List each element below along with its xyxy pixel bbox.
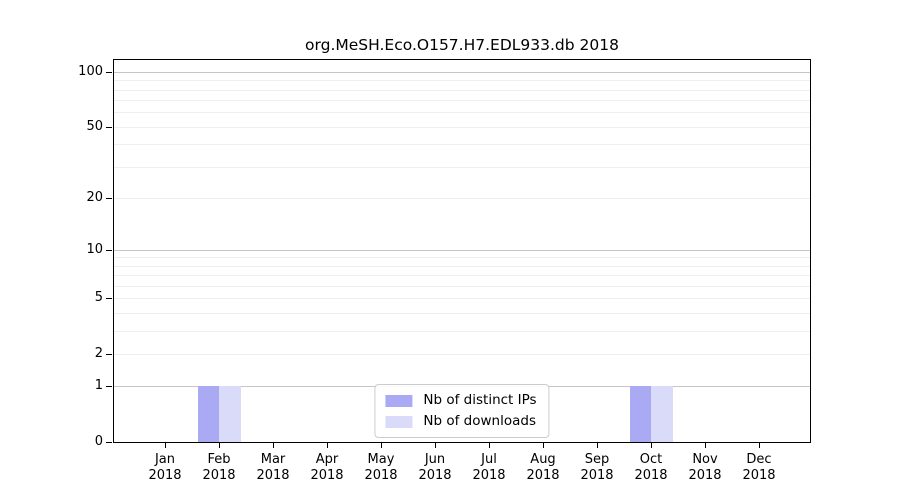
x-tick-dec xyxy=(759,443,760,448)
x-tick-year-nov: 2018 xyxy=(688,468,722,483)
gridline-minor-70 xyxy=(114,100,810,102)
y-tick-100 xyxy=(106,71,112,73)
x-tick-label-dec: Dec 2018 xyxy=(719,452,799,484)
legend-label-nb-of-downloads: Nb of downloads xyxy=(423,413,536,429)
y-tick-20 xyxy=(106,197,112,199)
legend-row-nb-of-distinct-ips: Nb of distinct IPs xyxy=(385,392,537,409)
legend-label-nb-of-distinct-ips: Nb of distinct IPs xyxy=(423,392,537,408)
x-tick-apr xyxy=(327,443,328,448)
x-tick-oct xyxy=(651,443,652,448)
x-tick-year-jun: 2018 xyxy=(418,468,452,483)
bar-nb-of-distinct-ips-feb xyxy=(197,386,219,442)
gridline-minor-5 xyxy=(114,298,810,300)
x-tick-label-feb: Feb 2018 xyxy=(179,452,259,484)
gridline-minor-9 xyxy=(114,257,810,259)
x-tick-month-nov: Nov xyxy=(692,452,718,467)
legend-row-nb-of-downloads: Nb of downloads xyxy=(385,413,536,430)
x-tick-aug xyxy=(543,443,544,448)
x-tick-year-dec: 2018 xyxy=(742,468,776,483)
gridline-minor-8 xyxy=(114,265,810,267)
x-tick-jun xyxy=(435,443,436,448)
x-tick-month-jun: Jun xyxy=(424,452,446,467)
x-tick-mar xyxy=(273,443,274,448)
x-tick-year-may: 2018 xyxy=(364,468,398,483)
x-tick-month-jan: Jan xyxy=(154,452,176,467)
gridline-minor-40 xyxy=(114,144,810,146)
y-tick-5 xyxy=(106,298,112,300)
x-tick-sep xyxy=(597,443,598,448)
y-tick-label-100: 100 xyxy=(78,63,103,79)
x-tick-month-oct: Oct xyxy=(639,452,663,467)
x-tick-month-apr: Apr xyxy=(315,452,339,467)
gridline-minor-2 xyxy=(114,353,810,355)
plot-area: Nb of distinct IPs Nb of downloads xyxy=(113,59,811,443)
gridline-minor-90 xyxy=(114,80,810,82)
x-tick-label-nov: Nov 2018 xyxy=(665,452,745,484)
y-tick-label-5: 5 xyxy=(94,290,103,306)
x-tick-label-jun: Jun 2018 xyxy=(395,452,475,484)
legend: Nb of distinct IPs Nb of downloads xyxy=(374,384,550,438)
x-tick-month-may: May xyxy=(367,452,395,467)
legend-swatch-nb-of-downloads xyxy=(385,415,413,428)
gridline-minor-4 xyxy=(114,312,810,314)
x-tick-year-jul: 2018 xyxy=(472,468,506,483)
x-tick-label-mar: Mar 2018 xyxy=(233,452,313,484)
y-tick-2 xyxy=(106,353,112,355)
x-tick-year-feb: 2018 xyxy=(202,468,236,483)
x-tick-label-jul: Jul 2018 xyxy=(449,452,529,484)
x-tick-year-jan: 2018 xyxy=(148,468,182,483)
x-tick-label-aug: Aug 2018 xyxy=(503,452,583,484)
gridline-major-100 xyxy=(114,71,810,73)
x-tick-month-jul: Jul xyxy=(481,452,497,467)
bar-nb-of-downloads-feb xyxy=(219,386,241,442)
bar-nb-of-distinct-ips-oct xyxy=(629,386,651,442)
y-tick-10 xyxy=(106,249,112,251)
gridline-minor-20 xyxy=(114,197,810,199)
gridline-minor-6 xyxy=(114,285,810,287)
gridline-minor-50 xyxy=(114,126,810,128)
x-tick-year-mar: 2018 xyxy=(256,468,290,483)
x-tick-label-apr: Apr 2018 xyxy=(287,452,367,484)
gridline-major-10 xyxy=(114,249,810,251)
y-tick-0 xyxy=(106,442,112,443)
y-tick-label-1: 1 xyxy=(94,378,103,394)
x-tick-month-dec: Dec xyxy=(746,452,772,467)
x-tick-may xyxy=(381,443,382,448)
y-tick-label-10: 10 xyxy=(86,241,103,257)
x-tick-label-oct: Oct 2018 xyxy=(611,452,691,484)
y-tick-label-0: 0 xyxy=(94,434,103,449)
x-tick-year-sep: 2018 xyxy=(580,468,614,483)
y-tick-label-2: 2 xyxy=(94,345,103,361)
gridline-minor-80 xyxy=(114,89,810,91)
x-tick-jul xyxy=(489,443,490,448)
x-tick-year-oct: 2018 xyxy=(634,468,668,483)
y-tick-1 xyxy=(106,386,112,388)
y-tick-label-50: 50 xyxy=(86,118,103,134)
x-tick-label-may: May 2018 xyxy=(341,452,421,484)
x-tick-label-jan: Jan 2018 xyxy=(125,452,205,484)
legend-swatch-nb-of-distinct-ips xyxy=(385,394,413,407)
x-tick-feb xyxy=(219,443,220,448)
y-tick-50 xyxy=(106,126,112,128)
x-tick-month-feb: Feb xyxy=(207,452,231,467)
bar-nb-of-downloads-oct xyxy=(651,386,673,442)
x-tick-nov xyxy=(705,443,706,448)
gridline-minor-30 xyxy=(114,166,810,168)
gridline-minor-7 xyxy=(114,275,810,277)
x-tick-month-mar: Mar xyxy=(260,452,286,467)
chart-title: org.MeSH.Eco.O157.H7.EDL933.db 2018 xyxy=(305,36,619,54)
x-tick-month-aug: Aug xyxy=(530,452,556,467)
gridline-minor-3 xyxy=(114,330,810,332)
x-tick-month-sep: Sep xyxy=(584,452,610,467)
x-tick-year-apr: 2018 xyxy=(310,468,344,483)
gridline-minor-60 xyxy=(114,112,810,114)
y-tick-label-20: 20 xyxy=(86,189,103,205)
x-tick-year-aug: 2018 xyxy=(526,468,560,483)
x-tick-label-sep: Sep 2018 xyxy=(557,452,637,484)
x-tick-jan xyxy=(165,443,166,448)
